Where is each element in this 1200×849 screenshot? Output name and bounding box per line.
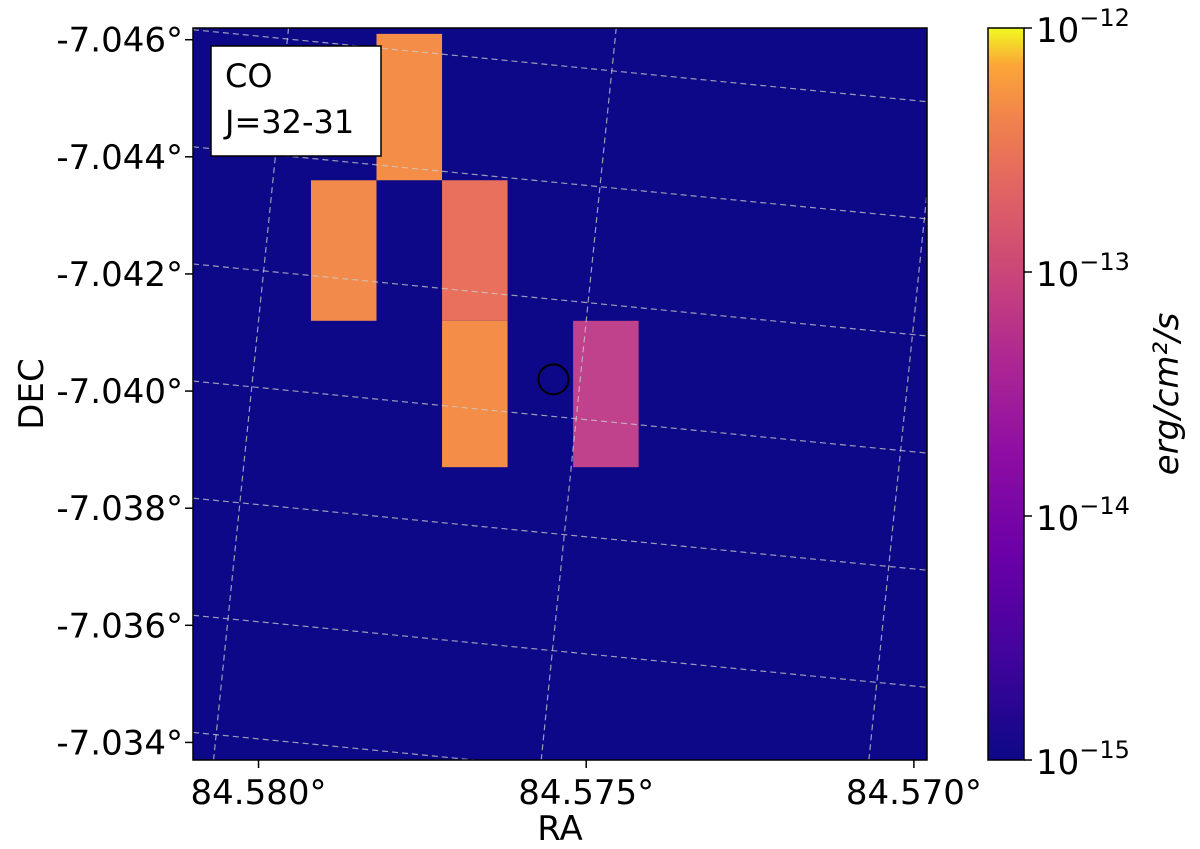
colorbar-tick-label-3: 10−15	[1036, 736, 1130, 783]
grid-line-dec-1	[193, 146, 927, 220]
y-tick-label-5: -7.036°	[56, 606, 183, 646]
grid-line-dec-4	[193, 497, 927, 571]
heatmap-pixel-4	[573, 320, 639, 468]
heatmap-pixel-1	[442, 180, 508, 321]
grid-line-dec-5	[193, 614, 927, 688]
colorbar-label: erg/cm²/s	[1147, 313, 1187, 476]
colorbar-tick-label-1: 10−13	[1036, 248, 1130, 295]
grid-line-dec-2	[193, 263, 927, 337]
y-axis-label: DEC	[12, 358, 52, 429]
annotation-line-2: J=32-31	[223, 103, 354, 141]
colorbar	[987, 27, 1025, 761]
x-axis-label: RA	[537, 809, 583, 849]
x-tick-label-1: 84.575°	[518, 773, 654, 813]
colorbar-tick-label-2: 10−14	[1036, 492, 1130, 539]
grid-line-dec-6	[193, 731, 481, 760]
y-tick-label-6: -7.034°	[56, 723, 183, 763]
plot-frame	[192, 27, 928, 761]
y-tick-label-1: -7.044°	[56, 138, 183, 178]
grid-line-dec-3	[193, 380, 927, 454]
y-tick-label-2: -7.042°	[56, 255, 183, 295]
x-tick-label-2: 84.570°	[846, 773, 982, 813]
annotation-box: CO J=32-31	[210, 45, 382, 157]
x-tick-label-0: 84.580°	[191, 773, 327, 813]
heatmap-pixel-0	[376, 33, 443, 181]
y-tick-label-3: -7.040°	[56, 372, 183, 412]
y-tick-label-4: -7.038°	[56, 489, 183, 529]
y-tick-label-0: -7.046°	[56, 21, 183, 61]
annotation-line-1: CO	[225, 57, 273, 95]
grid-line-ra-2	[868, 186, 927, 760]
colorbar-tick-label-0: 10−12	[1036, 4, 1130, 51]
grid-line-ra-1	[540, 28, 617, 760]
grid-line-dec-0	[193, 29, 927, 103]
target-marker	[537, 363, 570, 396]
heatmap-pixel-3	[310, 180, 377, 321]
heatmap-pixel-2	[442, 320, 508, 468]
